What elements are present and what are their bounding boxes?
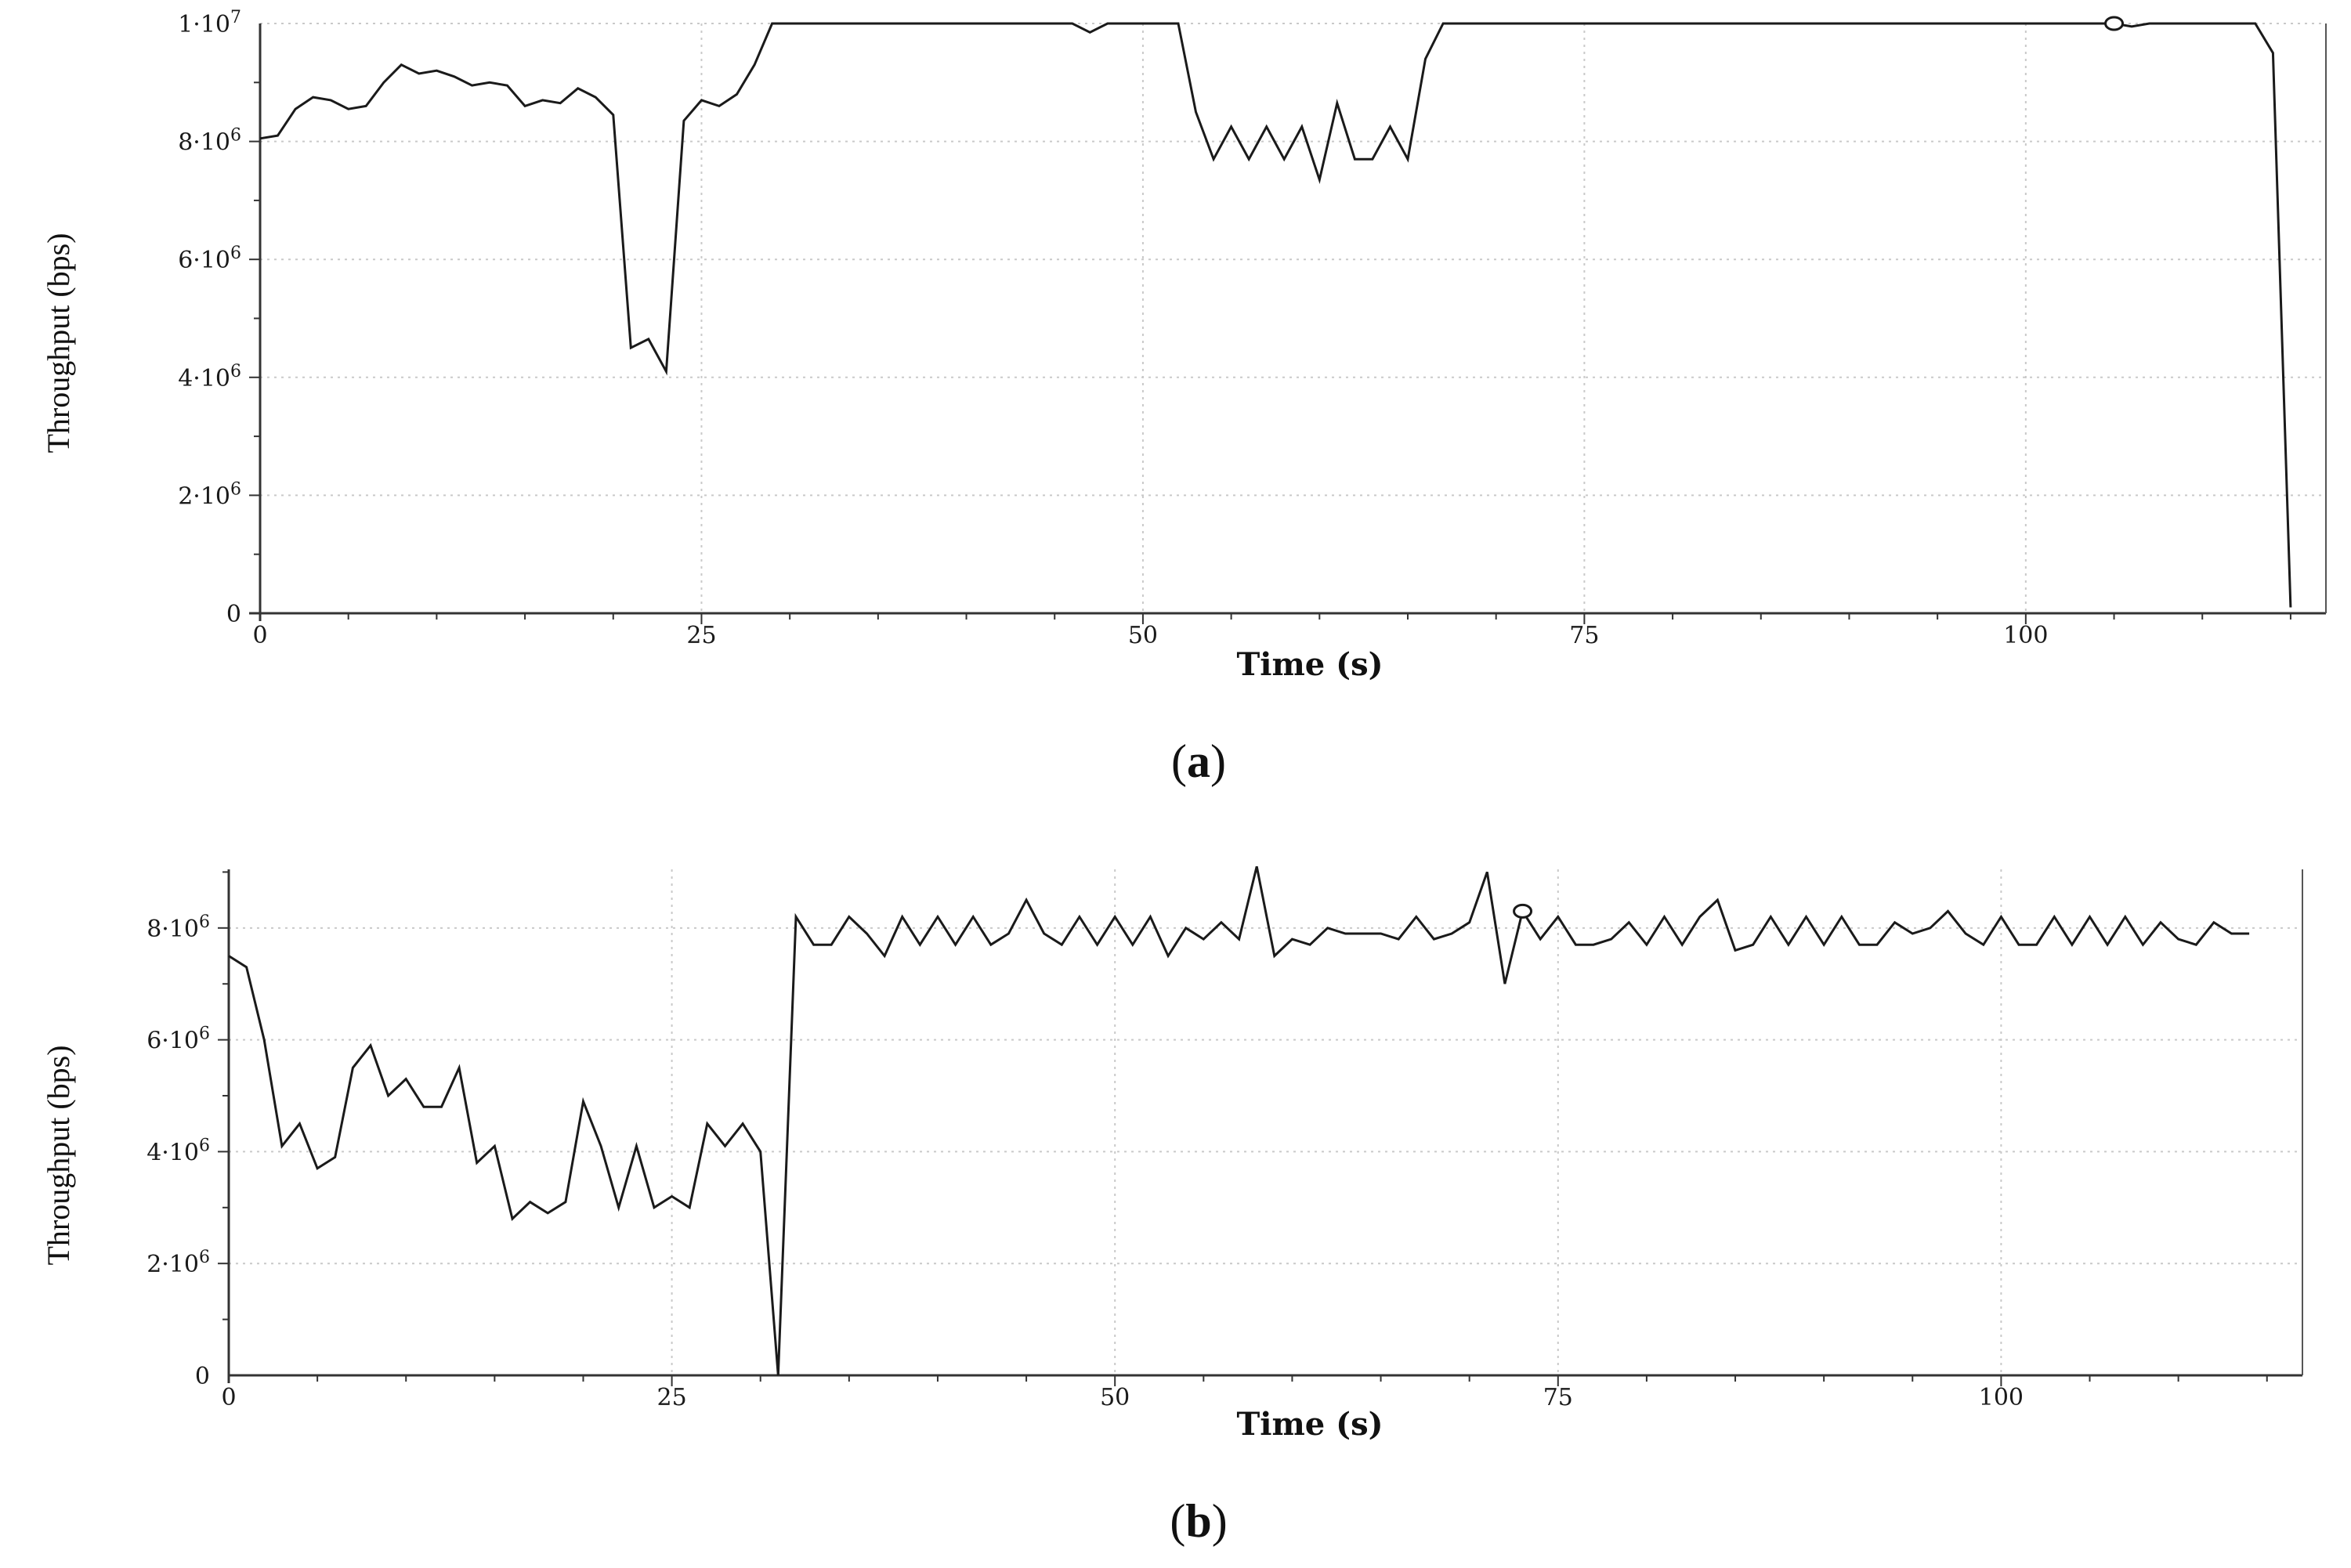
panel-b-y-tick-label: 4·106 [146, 1136, 210, 1166]
panel-b-y-tick-label: 8·106 [146, 912, 210, 943]
panel-b-axes [227, 869, 2303, 1383]
panel-a-axes [249, 23, 2327, 621]
panel-b-y-tick-label: 0 [195, 1363, 210, 1390]
panel-a-grid [260, 23, 2326, 613]
panel-a-y-tick-label: 6·106 [178, 244, 241, 274]
panel-b-x-tick-label: 0 [221, 1384, 236, 1411]
panel-b-x-tick-label: 25 [657, 1384, 687, 1411]
panel-b-y-axis-label: Throughput (bps) [41, 1045, 76, 1265]
panel-b-y-tick-label: 6·106 [146, 1024, 210, 1055]
panel-a-throughput-line [259, 22, 2292, 608]
panel-b-grid [229, 869, 2302, 1375]
panel-a-y-tick-label: 4·106 [178, 362, 241, 392]
panel-b-x-tick-label: 75 [1543, 1384, 1573, 1411]
panel-b-x-axis-label: Time (s) [1236, 1406, 1383, 1443]
panel-a-x-tick-label: 75 [1569, 622, 1599, 649]
panel-a-series [259, 16, 2292, 608]
panel-a-x-tick-label: 100 [2003, 622, 2048, 649]
panel-a-ticks: 0 25 50 75 100 0 2·106 4·106 6·106 8·106 1·107 [178, 8, 2291, 649]
panel-b-ticks: 0 25 50 75 100 0 2·106 4·106 6·106 8·106 [146, 871, 2268, 1411]
panel-a-caption: (a) [1171, 735, 1226, 787]
panel-b-x-tick-label: 100 [1979, 1384, 2024, 1411]
panel-a-y-axis-label: Throughput (bps) [41, 233, 76, 453]
panel-a-y-tick-label: 1·107 [178, 8, 241, 38]
panel-b-caption: (b) [1170, 1495, 1227, 1547]
panel-b-x-tick-label: 50 [1100, 1384, 1130, 1411]
panel-b-throughput-line [228, 865, 2250, 1376]
panel-a-y-tick-label: 0 [226, 601, 241, 628]
panel-a-x-tick-label: 0 [252, 622, 267, 649]
panel-a-data-marker [2104, 16, 2125, 31]
panel-b-y-tick-label: 2·106 [146, 1248, 210, 1278]
panel-a-y-tick-label: 2·106 [178, 479, 241, 510]
panel-b-series [228, 865, 2250, 1376]
panel-b-data-marker [1513, 903, 1533, 919]
panel-a-y-tick-label: 8·106 [178, 126, 241, 157]
panel-a-x-axis-label: Time (s) [1236, 646, 1383, 683]
panel-a-x-tick-label: 25 [686, 622, 716, 649]
panel-a-x-tick-label: 50 [1128, 622, 1158, 649]
panel-b-chart: 0 25 50 75 100 0 2·106 4·106 6·106 8·106 Time (s)… [41, 865, 2303, 1547]
panel-a-chart: 0 25 50 75 100 0 2·106 4·106 6·106 8·106 1·107 Tim… [41, 8, 2327, 787]
